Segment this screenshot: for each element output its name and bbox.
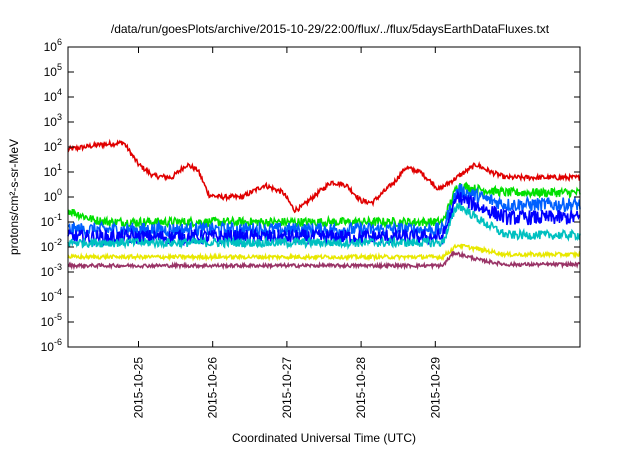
x-axis: 2015-10-25 2015-10-26 2015-10-27 2015-10-28… [131,47,442,418]
y-tick-label: 10-4 [41,287,62,304]
y-tick-label-base: 10 [41,265,55,279]
y-tick-label-base: 10 [44,90,58,104]
y-tick-label: 106 [44,37,62,54]
y-tick-label-exponent: -4 [54,287,62,297]
y-tick-label-exponent: -2 [54,237,62,247]
y-tick-label-exponent: 0 [57,187,62,197]
y-axis: 10-610-510-410-310-210-11001011021031041… [41,37,580,354]
x-tick-label: 2015-10-25 [131,357,145,419]
series-layer [67,138,581,271]
y-tick-label: 105 [44,62,62,79]
y-tick-label-base: 10 [44,115,58,129]
y-tick-label-exponent: 4 [57,87,62,97]
y-tick-label-exponent: 3 [57,112,62,122]
y-tick-label: 100 [44,187,62,204]
y-tick-label: 10-6 [41,337,62,354]
series-line [67,250,581,271]
y-tick-label-exponent: 6 [57,37,62,47]
x-axis-label: Coordinated Universal Time (UTC) [232,431,416,445]
y-tick-label: 10-5 [41,312,62,329]
y-tick-label: 10-2 [41,237,62,254]
y-tick-label: 10-3 [41,262,62,279]
y-tick-label-exponent: 2 [57,137,62,147]
x-tick-label: 2015-10-29 [428,357,442,419]
y-tick-label-exponent: -6 [54,337,62,347]
x-tick-label: 2015-10-26 [206,357,220,419]
y-tick-label-base: 10 [41,215,55,229]
y-tick-label-exponent: 5 [57,62,62,72]
y-tick-label-base: 10 [44,165,58,179]
plot-frame [67,46,581,348]
y-tick-label: 102 [44,137,62,154]
y-tick-label-base: 10 [41,240,55,254]
y-tick-label-exponent: -5 [54,312,62,322]
series-line [67,201,581,251]
y-tick-label-exponent: -1 [54,212,62,222]
y-tick-label-base: 10 [41,340,55,354]
series-line [67,183,581,240]
y-tick-label: 10-1 [41,212,62,229]
y-tick-label-base: 10 [41,290,55,304]
y-tick-label-base: 10 [44,40,58,54]
series-line [67,181,581,229]
x-tick-label: 2015-10-27 [280,357,294,419]
series-line [67,138,581,214]
y-tick-label-exponent: -3 [54,262,62,272]
y-tick-label-base: 10 [44,190,58,204]
y-tick-label-base: 10 [41,315,55,329]
y-tick-label-base: 10 [44,65,58,79]
y-tick-label-base: 10 [44,140,58,154]
y-tick-label-exponent: 1 [57,162,62,172]
x-tick-label: 2015-10-28 [354,357,368,419]
chart-title: /data/run/goesPlots/archive/2015-10-29/2… [111,22,550,36]
y-tick-label: 103 [44,112,62,129]
y-tick-label: 104 [44,87,62,104]
y-axis-label: protons/cm²-s-sr-MeV [7,139,21,255]
y-tick-label: 101 [44,162,62,179]
series-line [67,243,581,262]
